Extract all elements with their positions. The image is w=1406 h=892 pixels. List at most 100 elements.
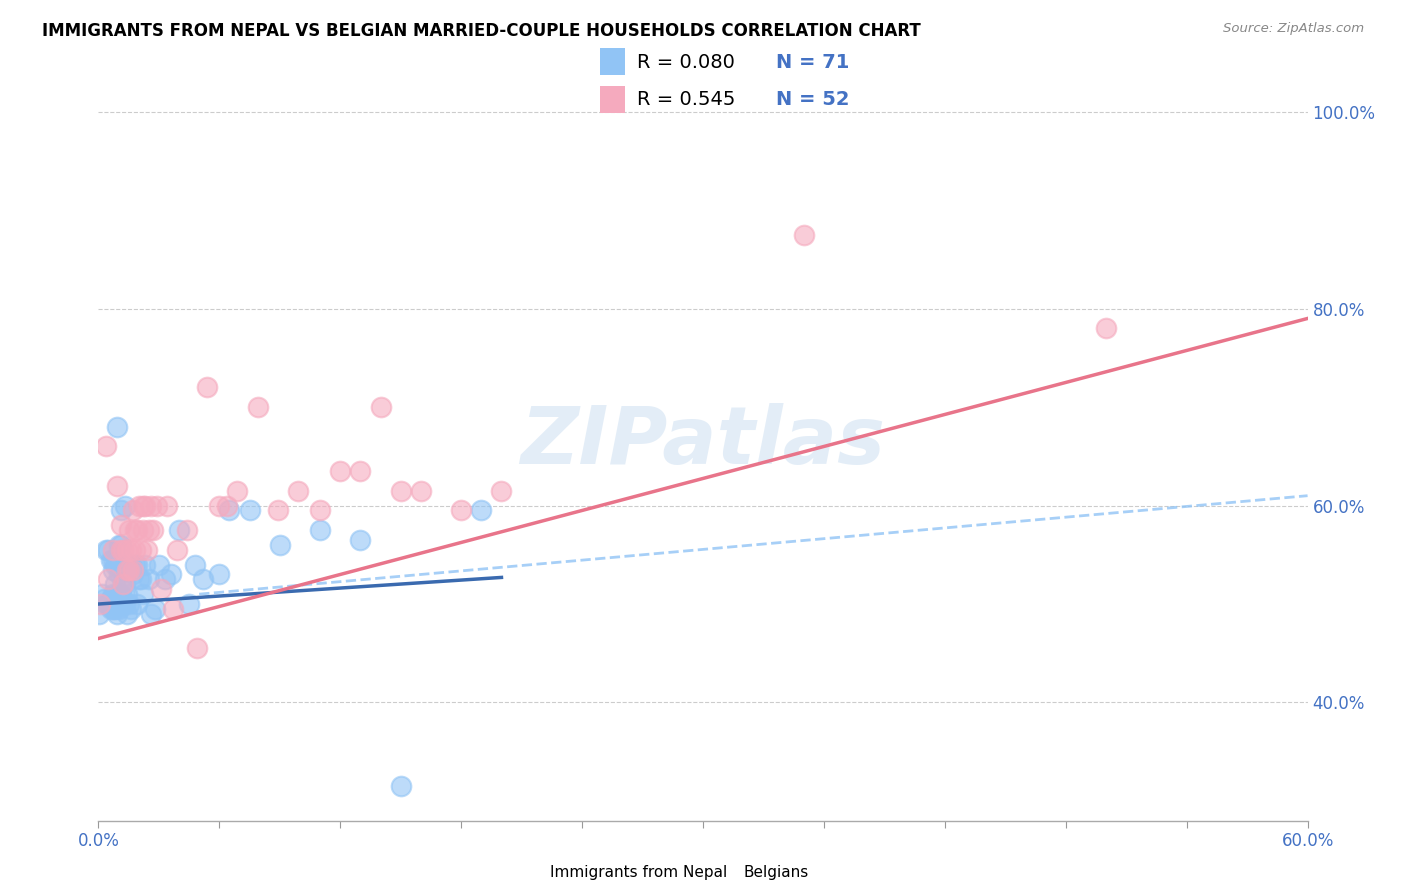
Point	[115, 587, 138, 601]
Point	[111, 542, 134, 557]
Point	[217, 499, 239, 513]
Text: Immigrants from Nepal: Immigrants from Nepal	[550, 865, 727, 880]
Point	[96, 597, 118, 611]
Point	[103, 558, 125, 572]
Point	[105, 587, 128, 601]
Point	[146, 499, 169, 513]
Point	[110, 503, 132, 517]
Text: Belgians: Belgians	[744, 865, 808, 880]
Point	[135, 542, 157, 557]
Point	[114, 577, 136, 591]
Point	[110, 587, 132, 601]
Point	[100, 602, 122, 616]
Point	[389, 483, 412, 498]
Point	[110, 538, 132, 552]
Point	[138, 523, 160, 537]
Point	[110, 542, 132, 557]
Point	[97, 542, 120, 557]
Point	[115, 542, 138, 557]
Point	[134, 499, 156, 513]
Point	[107, 567, 129, 582]
Point	[121, 567, 143, 582]
Point	[115, 607, 138, 621]
Point	[101, 587, 124, 601]
Point	[139, 499, 162, 513]
Point	[115, 563, 138, 577]
Point	[160, 567, 183, 582]
Point	[132, 587, 155, 601]
Point	[1095, 321, 1118, 335]
Point	[105, 607, 128, 621]
Point	[167, 523, 190, 537]
Point	[101, 552, 124, 566]
Point	[100, 552, 122, 566]
Point	[226, 483, 249, 498]
Point	[89, 597, 111, 611]
Point	[143, 602, 166, 616]
Point	[103, 602, 125, 616]
Point	[97, 573, 120, 587]
Point	[103, 577, 125, 591]
Point	[349, 464, 371, 478]
Point	[179, 597, 201, 611]
Point	[111, 592, 134, 607]
Point	[450, 503, 472, 517]
Point	[125, 523, 148, 537]
Point	[176, 523, 198, 537]
Point	[121, 563, 143, 577]
Point	[96, 542, 118, 557]
Point	[149, 582, 172, 597]
Point	[111, 577, 134, 591]
Point	[287, 483, 309, 498]
Text: N = 71: N = 71	[776, 53, 849, 71]
Point	[114, 597, 136, 611]
Point	[166, 542, 188, 557]
Text: Source: ZipAtlas.com: Source: ZipAtlas.com	[1223, 22, 1364, 36]
Point	[97, 597, 120, 611]
Point	[128, 573, 150, 587]
FancyBboxPatch shape	[600, 87, 624, 112]
Point	[124, 558, 146, 572]
Point	[138, 573, 160, 587]
Point	[218, 503, 240, 517]
Point	[121, 503, 143, 517]
Point	[107, 602, 129, 616]
Point	[124, 542, 146, 557]
Point	[156, 499, 179, 513]
Point	[148, 558, 170, 572]
Point	[120, 558, 142, 572]
Point	[329, 464, 352, 478]
Point	[110, 597, 132, 611]
Point	[118, 597, 141, 611]
Point	[162, 602, 184, 616]
Point	[389, 779, 412, 793]
Point	[103, 592, 125, 607]
Point	[470, 503, 492, 517]
Point	[96, 440, 118, 454]
Point	[110, 518, 132, 533]
Text: IMMIGRANTS FROM NEPAL VS BELGIAN MARRIED-COUPLE HOUSEHOLDS CORRELATION CHART: IMMIGRANTS FROM NEPAL VS BELGIAN MARRIED…	[42, 22, 921, 40]
Point	[111, 552, 134, 566]
Point	[120, 602, 142, 616]
Point	[193, 573, 215, 587]
Point	[142, 523, 165, 537]
Point	[208, 567, 231, 582]
Point	[309, 503, 332, 517]
Point	[100, 592, 122, 607]
Point	[115, 558, 138, 572]
Point	[125, 597, 148, 611]
Point	[114, 499, 136, 513]
Point	[101, 563, 124, 577]
Point	[105, 597, 128, 611]
Point	[107, 538, 129, 552]
Point	[239, 503, 262, 517]
Point	[118, 558, 141, 572]
Point	[105, 552, 128, 566]
Point	[132, 499, 155, 513]
Point	[132, 523, 155, 537]
Point	[129, 542, 152, 557]
Point	[93, 592, 115, 607]
Point	[129, 573, 152, 587]
Point	[153, 573, 176, 587]
Point	[101, 542, 124, 557]
